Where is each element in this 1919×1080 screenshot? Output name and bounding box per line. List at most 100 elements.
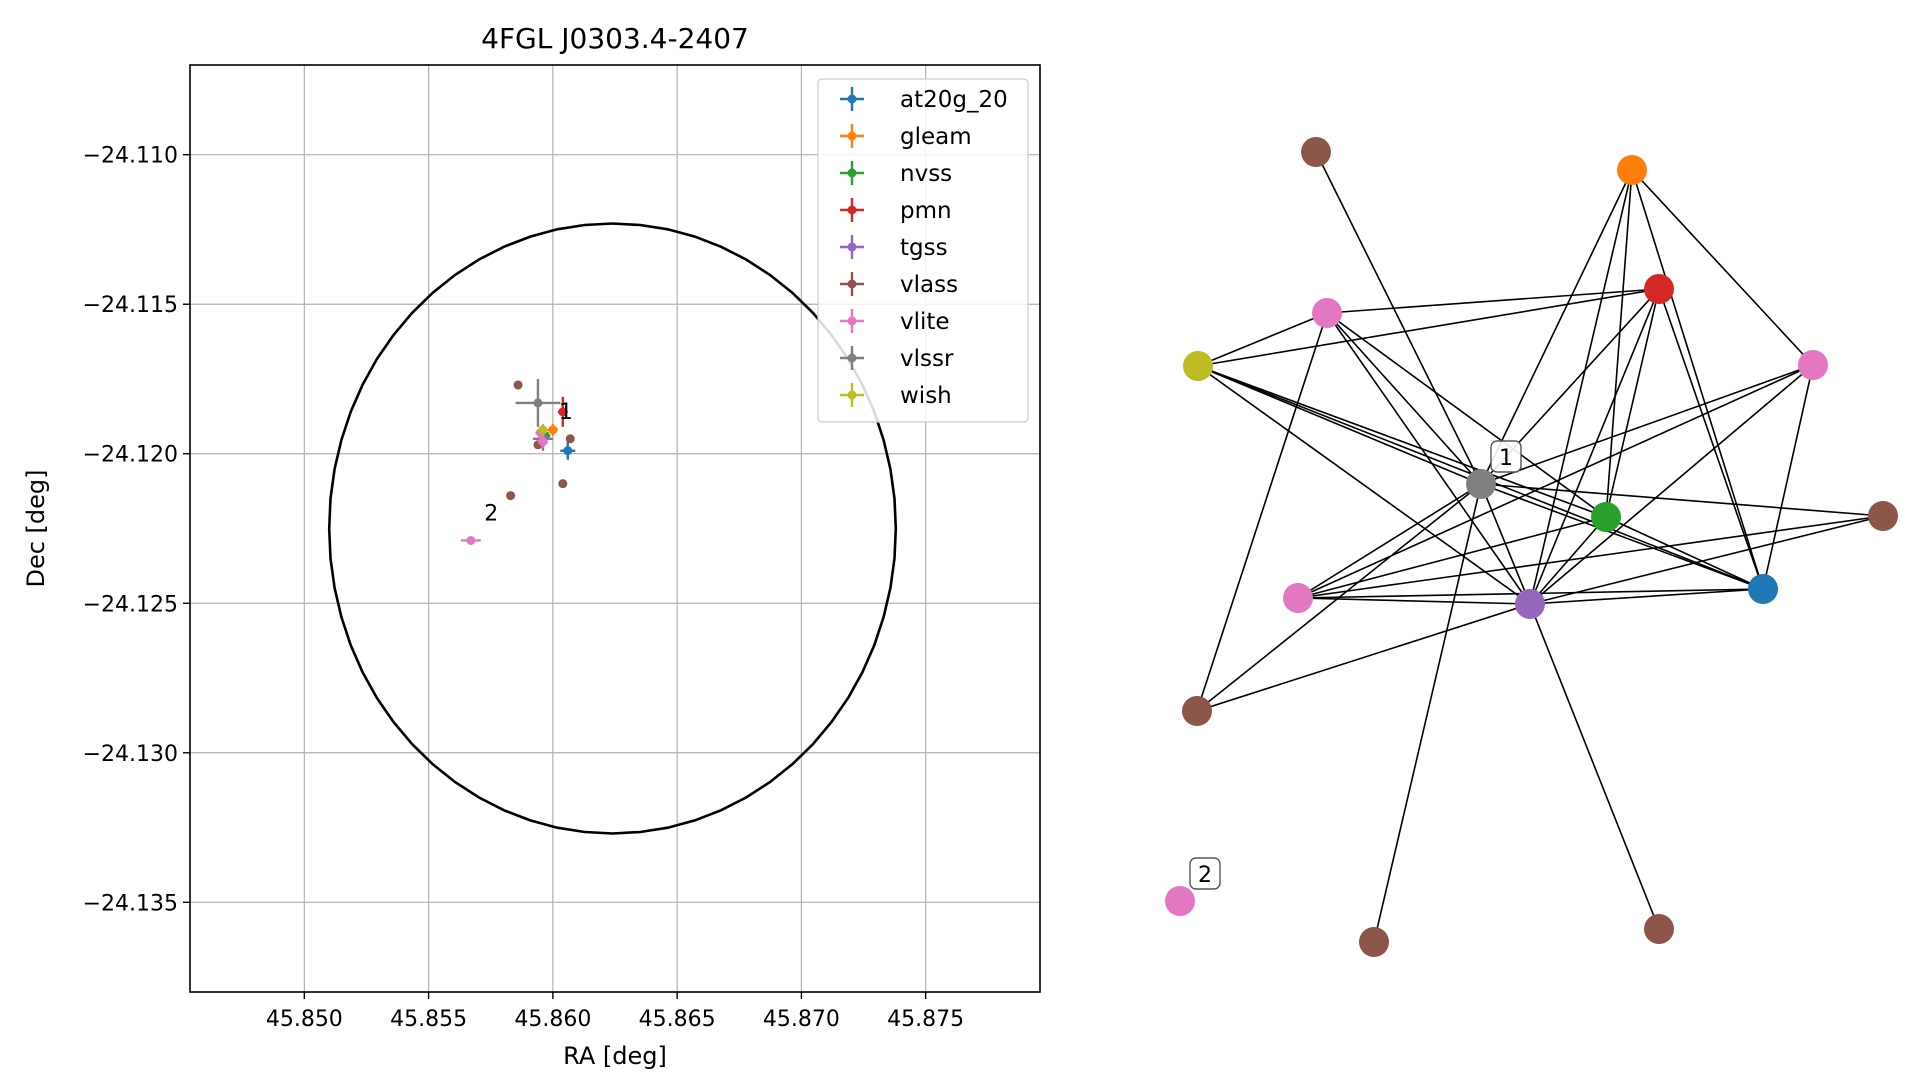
- network-edge: [1529, 169, 1633, 605]
- network-nodes: [1165, 137, 1898, 957]
- legend-swatch-marker: [847, 205, 857, 215]
- network-node-vlite: [1165, 886, 1195, 916]
- legend-swatch-marker: [847, 279, 857, 289]
- network-node-gleam: [1617, 155, 1647, 185]
- data-point-wish: [537, 423, 548, 436]
- x-tick-label: 45.860: [514, 1007, 591, 1032]
- x-tick-label: 45.865: [639, 1007, 716, 1032]
- point-marker: [565, 434, 575, 444]
- network-edge: [1297, 516, 1607, 599]
- network-node-vlite: [1283, 583, 1313, 613]
- legend-entry-vlite: vlite: [840, 309, 950, 335]
- network-node-vlass: [1182, 696, 1212, 726]
- point-annotation: 2: [484, 502, 498, 527]
- network-node-wish: [1183, 351, 1213, 381]
- y-tick-label: −24.110: [83, 144, 178, 169]
- network-edge: [1658, 288, 1764, 590]
- y-tick-label: −24.130: [83, 742, 178, 767]
- network-edge: [1326, 312, 1482, 485]
- point-marker: [563, 446, 573, 456]
- error-ellipse: [327, 222, 898, 835]
- network-edge: [1529, 515, 1884, 605]
- point-annotations: 12: [484, 400, 573, 527]
- network-node-label: 1: [1490, 440, 1522, 473]
- legend-swatch-marker: [847, 316, 857, 326]
- legend-swatch-marker: [847, 242, 857, 252]
- y-axis-label: Dec [deg]: [22, 469, 50, 587]
- legend-swatch-marker: [847, 94, 857, 104]
- network-edge: [1480, 483, 1764, 590]
- legend-label: vlssr: [900, 346, 954, 372]
- legend-label: tgss: [900, 235, 948, 261]
- point-marker: [533, 398, 543, 408]
- network-edge: [1762, 364, 1814, 590]
- point-marker: [548, 425, 558, 435]
- scatter-panel: 12 45.850 45.855 45.860 45.865 45.870 45.875−…: [22, 22, 1041, 1070]
- data-point-vlssr: [515, 378, 561, 427]
- data-point-vlass: [506, 491, 516, 501]
- point-marker: [558, 407, 568, 417]
- data-point-vlite: [460, 535, 481, 545]
- legend-entry-tgss: tgss: [840, 235, 948, 261]
- network-node-vlass: [1359, 927, 1389, 957]
- y-tick-label: −24.120: [83, 443, 178, 468]
- data-point-at20g_20: [560, 441, 576, 460]
- legend-label: nvss: [900, 161, 952, 187]
- chart-title: 4FGL J0303.4-2407: [481, 22, 749, 55]
- axes-frame: [189, 64, 1041, 993]
- legend-entry-at20g_20: at20g_20: [840, 87, 1008, 113]
- x-tick-label: 45.855: [390, 1007, 467, 1032]
- network-edge: [1197, 365, 1607, 518]
- network-edge: [1297, 515, 1884, 599]
- network-node-vlass: [1301, 137, 1331, 167]
- network-node-nvss: [1591, 502, 1621, 532]
- label-box: [1189, 857, 1221, 890]
- network-edge: [1605, 169, 1633, 518]
- network-node-vlite: [1312, 298, 1342, 328]
- legend-entry-pmn: pmn: [840, 198, 952, 224]
- network-edge: [1326, 312, 1531, 605]
- error-ellipse-layer: [327, 222, 898, 835]
- network-edge: [1631, 169, 1764, 590]
- network-node-tgss: [1515, 589, 1545, 619]
- network-node-vlssr: [1466, 469, 1496, 499]
- data-point-vlite: [537, 435, 548, 448]
- point-marker: [466, 535, 476, 545]
- legend-entry-gleam: gleam: [840, 124, 972, 150]
- data-points-layer: [460, 378, 576, 545]
- legend-label: vlite: [900, 309, 950, 335]
- network-node-pmn: [1644, 274, 1674, 304]
- network-edge: [1196, 312, 1328, 712]
- point-marker: [538, 425, 548, 435]
- label-box: [1490, 440, 1522, 473]
- point-marker: [538, 437, 548, 447]
- network-node-vlite: [1798, 350, 1828, 380]
- x-tick-label: 45.870: [763, 1007, 840, 1032]
- point-marker: [513, 380, 523, 390]
- y-tick-label: −24.125: [83, 592, 178, 617]
- network-edge: [1315, 151, 1482, 485]
- data-point-vlass: [565, 434, 575, 444]
- network-edges: [1196, 151, 1884, 943]
- network-edge: [1197, 312, 1328, 367]
- network-labels: 12: [1189, 440, 1522, 890]
- x-tick-label: 45.875: [887, 1007, 964, 1032]
- y-tick-label: −24.135: [83, 891, 178, 916]
- legend-box: [817, 78, 1029, 423]
- network-edge: [1529, 364, 1814, 605]
- label-text: 2: [1198, 863, 1212, 888]
- data-point-pmn: [557, 396, 568, 427]
- legend-label: pmn: [900, 198, 952, 224]
- network-edge: [1605, 516, 1764, 590]
- legend-entry-vlssr: vlssr: [840, 346, 954, 372]
- network-node-vlass: [1644, 914, 1674, 944]
- legend-label: wish: [900, 383, 952, 409]
- legend-entry-nvss: nvss: [840, 161, 952, 187]
- legend-label: gleam: [900, 124, 972, 150]
- label-text: 1: [1499, 446, 1513, 471]
- network-edge: [1196, 603, 1531, 712]
- x-axis-label: RA [deg]: [563, 1042, 667, 1070]
- network-node-label: 2: [1189, 857, 1221, 890]
- network-edge: [1373, 483, 1482, 943]
